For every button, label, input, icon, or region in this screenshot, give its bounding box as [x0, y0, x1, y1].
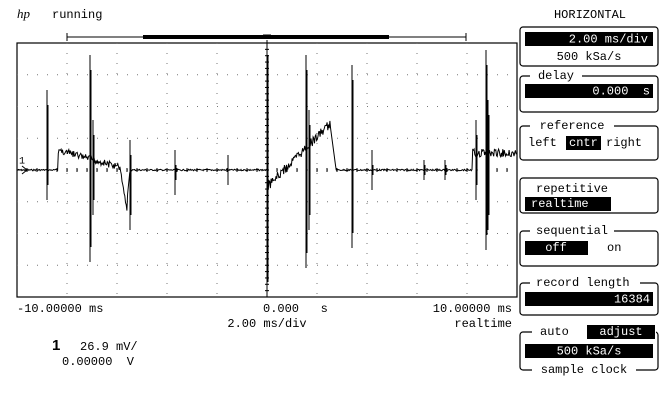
logo: hp	[17, 6, 31, 21]
reference-label: reference	[540, 119, 605, 133]
panel-title: HORIZONTAL	[554, 8, 626, 22]
reference-left[interactable]: left	[528, 136, 557, 150]
delay-label: delay	[538, 69, 574, 83]
sample-clock-field[interactable]: 500 kSa/s	[557, 345, 622, 359]
channel-number: 1	[52, 337, 60, 354]
reference-right[interactable]: right	[606, 136, 642, 150]
timebase-label: 2.00 ms/div	[227, 317, 306, 331]
sequential-on[interactable]: on	[607, 241, 621, 255]
delay-field[interactable]: 0.000 s	[592, 85, 650, 99]
timebase-field[interactable]: 2.00 ms/div	[569, 33, 648, 47]
status: running	[52, 8, 102, 22]
mode-label: realtime	[454, 317, 512, 331]
repetitive-group[interactable]: repetitive realtime	[519, 177, 659, 214]
sample-rate: 500 kSa/s	[557, 50, 622, 64]
sample-clock-label: sample clock	[541, 363, 627, 377]
sequential-label: sequential	[536, 224, 608, 238]
channel-marker: 1	[19, 157, 25, 168]
ground-marker	[17, 165, 28, 175]
sequential-off[interactable]: off	[545, 241, 567, 255]
memory-bar	[66, 33, 467, 41]
left-time: -10.00000 ms	[17, 302, 103, 316]
right-time: 10.00000 ms	[433, 302, 512, 316]
reference-group[interactable]: reference left cntr right	[519, 119, 659, 161]
center-time: 0.000 s	[263, 302, 328, 316]
timebase-group[interactable]: 2.00 ms/div 500 kSa/s	[519, 26, 659, 67]
auto-option[interactable]: auto	[540, 325, 569, 339]
record-length-group[interactable]: record length 16384	[519, 276, 659, 316]
record-length-field[interactable]: 16384	[614, 293, 650, 307]
reference-center[interactable]: cntr	[569, 136, 598, 150]
repetitive-field[interactable]: realtime	[531, 197, 589, 211]
waveform	[16, 40, 517, 297]
adjust-option[interactable]: adjust	[599, 325, 642, 339]
sample-clock-group[interactable]: auto adjust 500 kSa/s sample clock	[519, 325, 659, 377]
sequential-group[interactable]: sequential off on	[519, 224, 659, 267]
record-length-label: record length	[536, 276, 630, 290]
repetitive-label: repetitive	[536, 182, 608, 196]
channel-scale: 26.9 mV/	[80, 340, 138, 354]
delay-group[interactable]: delay 0.000 s	[519, 69, 659, 113]
channel-offset: 0.00000 V	[62, 355, 135, 369]
